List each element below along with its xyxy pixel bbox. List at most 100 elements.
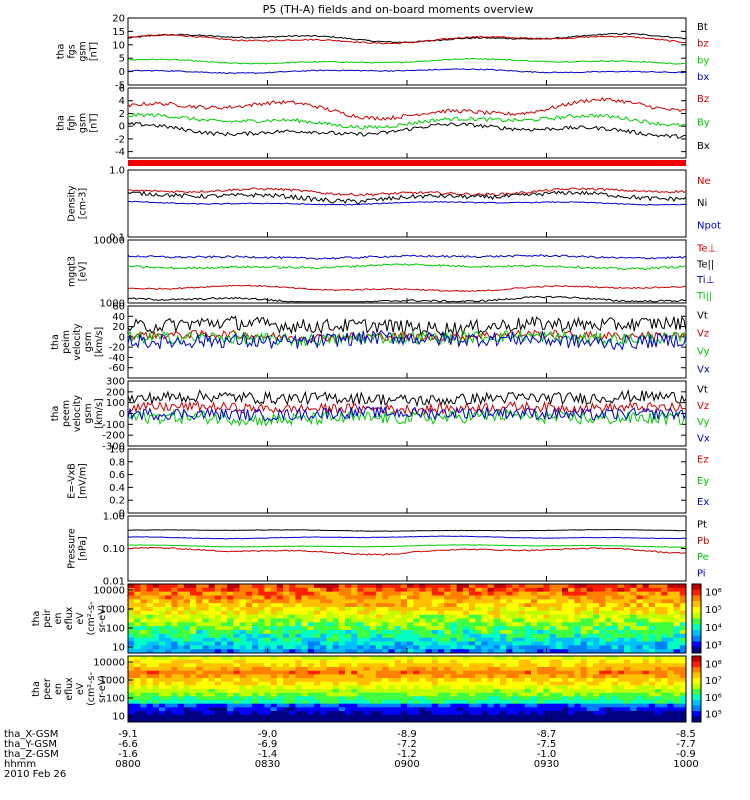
heat-cell-peir — [239, 587, 247, 592]
heat-cell-peer — [394, 707, 402, 712]
heat-cell-peir — [159, 595, 166, 600]
heat-cell-peir — [208, 641, 216, 646]
heat-cell-peir — [295, 626, 302, 631]
heat-cell-peer — [574, 678, 581, 682]
heat-cell-peer — [555, 663, 563, 668]
heat-cell-peer — [152, 714, 160, 719]
heat-cell-peir — [419, 603, 426, 608]
heat-cell-peer — [673, 678, 681, 682]
heat-cell-peir — [500, 610, 507, 615]
heat-cell-peer — [549, 681, 557, 686]
heat-cell-peir — [264, 587, 271, 592]
heat-cell-peer — [642, 656, 650, 660]
heat-cell-peer — [586, 685, 594, 690]
heat-cell-peer — [562, 659, 569, 664]
heat-cell-peer — [469, 670, 476, 675]
heat-cell-peer — [183, 659, 191, 664]
heat-cell-peir — [549, 591, 557, 596]
heat-cell-peir — [549, 645, 557, 650]
heat-cell-peir — [252, 626, 259, 631]
heat-cell-peir — [332, 595, 340, 600]
heat-cell-peir — [221, 633, 228, 638]
heat-cell-peer — [283, 663, 290, 668]
heat-cell-peer — [159, 689, 166, 693]
heat-cell-peir — [146, 633, 154, 638]
heat-cell-peir — [270, 599, 278, 604]
heat-cell-peir — [314, 614, 321, 619]
heat-cell-peir — [332, 607, 340, 612]
heat-cell-peer — [462, 685, 470, 690]
heat-cell-peer — [493, 718, 501, 723]
heat-cell-peir — [146, 614, 154, 619]
heat-cell-peer — [183, 696, 191, 701]
heat-cell-peir — [258, 587, 265, 592]
heat-cell-peir — [320, 618, 327, 623]
heat-cell-peir — [345, 637, 352, 642]
heat-cell-peir — [431, 630, 439, 635]
heat-cell-peer — [605, 711, 612, 715]
heat-cell-peer — [208, 714, 216, 719]
heat-cell-peer — [345, 692, 352, 697]
heat-cell-peir — [413, 622, 420, 627]
heat-cell-peer — [574, 674, 581, 679]
ylabel-fgh-0: tha — [56, 115, 67, 131]
heat-cell-peer — [382, 663, 389, 668]
heat-cell-peer — [456, 670, 464, 675]
heat-cell-peir — [431, 599, 439, 604]
heat-cell-peir — [444, 595, 451, 600]
heat-cell-peer — [152, 692, 160, 697]
heat-cell-peir — [537, 595, 544, 600]
xrow-value-1-1: -6.9 — [258, 739, 278, 750]
heat-cell-peir — [270, 649, 278, 654]
heat-cell-peer — [537, 670, 544, 675]
heat-cell-peer — [307, 659, 315, 664]
heat-cell-peir — [326, 630, 333, 635]
ylabel-pressure-1: [nPa] — [78, 536, 89, 561]
heat-cell-peer — [208, 711, 216, 715]
heat-cell-peir — [146, 610, 154, 615]
heat-cell-peer — [190, 656, 197, 660]
heat-cell-peer — [221, 685, 228, 690]
heat-cell-peir — [487, 584, 495, 589]
heat-cell-peer — [233, 670, 240, 675]
heat-cell-peer — [586, 678, 594, 682]
heat-cell-peer — [555, 681, 563, 686]
heat-cell-peir — [382, 610, 389, 615]
heat-cell-peir — [481, 633, 488, 638]
heat-cell-peir — [506, 595, 513, 600]
heat-cell-peer — [444, 663, 451, 668]
heat-cell-peer — [611, 689, 619, 693]
heat-cell-peir — [183, 584, 191, 589]
heat-cell-peir — [642, 622, 650, 627]
heat-cell-peir — [245, 618, 253, 623]
heat-cell-peir — [239, 630, 247, 635]
heat-cell-peer — [214, 667, 222, 671]
heat-cell-peer — [221, 656, 228, 660]
heat-cell-peir — [543, 641, 550, 646]
heat-cell-peir — [221, 584, 228, 589]
heat-cell-peer — [221, 711, 228, 715]
heat-cell-peer — [338, 692, 346, 697]
heat-cell-peir — [636, 626, 643, 631]
heat-cell-peer — [487, 703, 495, 708]
heat-cell-peir — [345, 633, 352, 638]
heat-cell-peer — [264, 656, 271, 660]
heat-cell-peir — [239, 599, 247, 604]
heat-cell-peir — [245, 637, 253, 642]
heat-cell-peir — [574, 641, 581, 646]
heat-cell-peer — [531, 681, 538, 686]
colorbar-seg-peer — [692, 700, 701, 706]
heat-cell-peer — [537, 663, 544, 668]
heat-cell-peer — [661, 663, 668, 668]
heat-cell-peir — [233, 618, 240, 623]
heat-cell-peir — [264, 591, 271, 596]
heat-cell-peir — [481, 630, 488, 635]
heat-cell-peir — [400, 649, 408, 654]
heat-cell-peir — [438, 641, 445, 646]
heat-cell-peir — [382, 614, 389, 619]
heat-cell-peer — [450, 692, 457, 697]
heat-cell-peir — [512, 591, 519, 596]
heat-cell-peir — [462, 614, 470, 619]
heat-cell-peir — [537, 584, 544, 589]
heat-cell-peer — [270, 689, 278, 693]
